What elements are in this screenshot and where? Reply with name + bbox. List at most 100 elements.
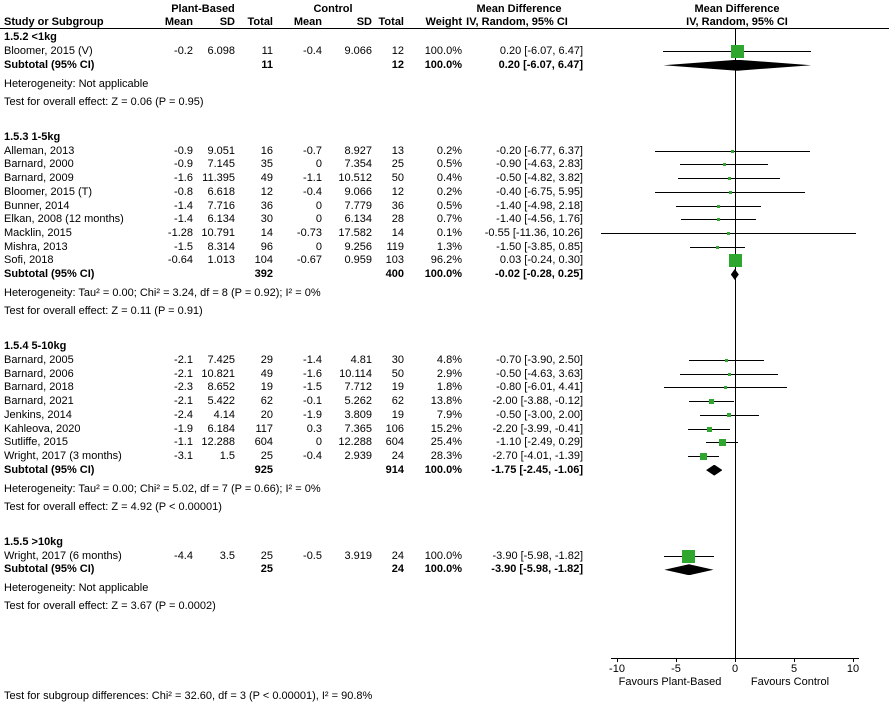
x-axis-tick (617, 658, 618, 662)
plant-sd-value: 6.098 (207, 45, 235, 57)
effect-square (722, 163, 726, 167)
ci-plot-column-header: IV, Random, 95% CI (686, 16, 788, 28)
plant-total-value: 20 (260, 408, 273, 421)
control-total-value: 14 (391, 226, 404, 239)
plant-mean-value: -1.6 (174, 172, 193, 185)
md-ci-value: -2.00 [-3.88, -0.12] (492, 395, 584, 408)
control-total-column-header: Total (378, 16, 404, 28)
overall-effect-text: Test for overall effect: Z = 0.06 (P = 0… (4, 95, 204, 108)
md-ci-value: -2.20 [-3.99, -0.41] (492, 422, 584, 435)
control-total-value: 25 (391, 158, 404, 171)
plant-mean-value: -1.28 (167, 226, 193, 239)
control-mean-value: -0.73 (296, 226, 322, 239)
subgroup-label: 1.5.5 >10kg (4, 535, 64, 548)
effect-square (682, 549, 696, 563)
plant-total-value: 49 (260, 367, 273, 380)
subtotal-control-total: 24 (391, 563, 404, 576)
effect-square (715, 245, 719, 249)
plant-mean-value: -1.1 (174, 436, 193, 449)
study-name: Wright, 2017 (6 months) (4, 549, 122, 562)
subtotal-ci-value: -3.90 [-5.98, -1.82] (491, 563, 583, 576)
plant-mean-value: -2.4 (174, 408, 193, 421)
plant-total-value: 36 (260, 199, 273, 212)
x-axis-tick (735, 658, 736, 662)
plant-sd-value: 6.134 (207, 213, 235, 226)
subtotal-label: Subtotal (95% CI) (4, 563, 95, 576)
weight-value: 0.2% (436, 185, 462, 198)
subtotal-weight: 100.0% (424, 563, 462, 576)
subtotal-ci-value: -0.02 [-0.28, 0.25] (494, 268, 583, 280)
plant-mean-value: -2.1 (174, 354, 193, 366)
plant-total-value: 117 (255, 422, 273, 435)
md-ci-value: -0.80 [-6.01, 4.41] (496, 381, 583, 394)
control-total-value: 50 (391, 367, 404, 380)
control-total-value: 30 (391, 354, 404, 366)
subtotal-ci-value: -1.75 [-2.45, -1.06] (491, 463, 583, 476)
control-sd-value: 7.354 (344, 158, 372, 171)
plant-sd-value: 12.288 (201, 436, 235, 449)
md-ci-value: -1.40 [-4.56, 1.76] (496, 213, 583, 226)
plant-mean-value: -2.1 (174, 367, 193, 380)
subtotal-label: Subtotal (95% CI) (4, 463, 95, 476)
plant-mean-value: -4.4 (174, 549, 193, 562)
control-sd-column-header: SD (356, 16, 372, 28)
control-sd-value: 3.809 (344, 408, 372, 421)
control-mean-value: -1.9 (303, 408, 322, 421)
control-total-value: 36 (391, 199, 404, 212)
control-sd-value: 9.066 (344, 45, 372, 57)
weight-value: 7.9% (436, 408, 462, 421)
subtotal-plant-total: 25 (260, 563, 273, 576)
control-total-value: 62 (391, 395, 404, 408)
plant-mean-value: -0.9 (174, 158, 193, 171)
plant-total-value: 35 (260, 158, 273, 171)
control-mean-value: -0.1 (303, 395, 322, 408)
plant-sd-value: 8.314 (207, 240, 235, 253)
control-mean-value: 0.3 (306, 422, 322, 435)
weight-value: 1.3% (436, 240, 462, 253)
control-total-value: 106 (385, 422, 404, 435)
study-name: Barnard, 2018 (4, 381, 74, 394)
control-sd-value: 10.114 (339, 367, 372, 380)
subtotal-plant-total: 11 (261, 58, 273, 71)
control-mean-value: -0.67 (296, 254, 322, 267)
control-total-value: 19 (391, 381, 404, 394)
subtotal-diamond (706, 464, 723, 476)
effect-square (727, 413, 732, 418)
control-total-value: 119 (386, 240, 404, 253)
ci-text-column-header: IV, Random, 95% CI (466, 16, 568, 28)
subtotal-ci-value: 0.20 [-6.07, 6.47] (498, 58, 583, 71)
plant-sd-value: 7.716 (207, 199, 235, 212)
md-ci-value: -3.90 [-5.98, -1.82] (492, 549, 584, 562)
effect-square (706, 426, 712, 432)
control-mean-value: 0 (315, 240, 322, 253)
subtotal-diamond (730, 269, 739, 280)
md-ci-value: 0.03 [-0.24, 0.30] (499, 254, 583, 267)
control-mean-value: 0 (315, 213, 322, 226)
study-name: Wright, 2017 (3 months) (4, 449, 122, 462)
x-axis-tick-label: -5 (671, 663, 681, 675)
control-sd-value: 9.066 (344, 185, 372, 198)
plant-sd-value: 8.652 (207, 381, 235, 394)
weight-value: 0.1% (436, 226, 462, 239)
weight-value: 100.0% (424, 45, 462, 57)
md-ci-value: -1.50 [-3.85, 0.85] (496, 240, 583, 253)
plant-total-value: 14 (260, 226, 273, 239)
control-sd-value: 0.959 (344, 254, 372, 267)
x-axis-tick-label: -10 (609, 663, 625, 675)
control-total-value: 28 (391, 213, 404, 226)
effect-square (731, 149, 735, 153)
subgroup-label: 1.5.4 5-10kg (4, 340, 67, 352)
subtotal-diamond (663, 59, 812, 71)
weight-value: 15.2% (430, 422, 462, 435)
plant-total-value: 25 (260, 449, 273, 462)
study-name: Barnard, 2000 (4, 158, 74, 171)
study-name: Bunner, 2014 (4, 199, 70, 212)
control-mean-value: -1.6 (303, 367, 322, 380)
weight-value: 1.8% (436, 381, 462, 394)
control-sd-value: 7.712 (344, 381, 372, 394)
study-name: Alleman, 2013 (4, 144, 75, 157)
control-mean-value: -1.1 (303, 172, 322, 185)
study-name: Macklin, 2015 (4, 226, 72, 239)
effect-square (724, 386, 728, 390)
weight-value: 0.7% (436, 213, 462, 226)
